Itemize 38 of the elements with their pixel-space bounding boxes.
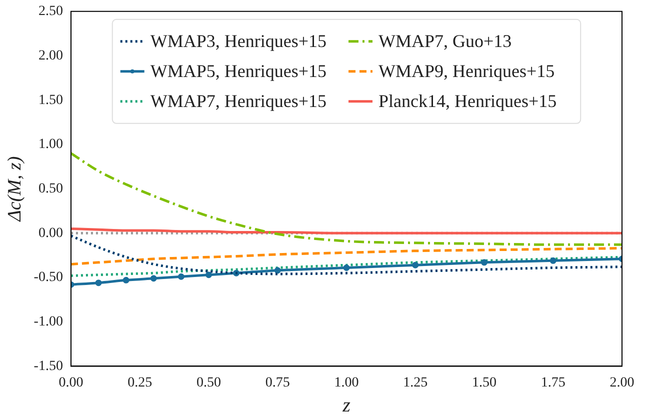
x-tick-label: 1.75 — [540, 375, 566, 390]
legend-label: WMAP9, Henriques+15 — [378, 61, 555, 82]
x-tick-label: 0.75 — [265, 375, 290, 390]
y-tick-label: 0.00 — [38, 226, 63, 241]
line-series — [70, 152, 622, 246]
legend-label: WMAP7, Henriques+15 — [150, 91, 326, 112]
x-tick-label: 1.00 — [334, 375, 359, 390]
point — [150, 275, 157, 282]
point — [480, 259, 488, 266]
line-series — [70, 246, 622, 266]
x-tick-label: 0.00 — [58, 375, 84, 390]
point — [274, 267, 281, 274]
x-tick-label: 1.25 — [403, 375, 428, 390]
legend-label: WMAP5, Henriques+15 — [150, 61, 326, 82]
x-axis-title: z — [342, 394, 351, 416]
point — [343, 264, 350, 271]
point — [122, 276, 130, 284]
y-tick-label: 1.00 — [38, 137, 63, 152]
x-tick-label: 0.25 — [128, 375, 152, 390]
y-tick-label: 2.50 — [38, 4, 63, 20]
x-tick-label: 0.50 — [196, 375, 221, 390]
y-tick-label: -1.50 — [34, 358, 63, 374]
point — [95, 280, 102, 286]
y-tick-label: 2.00 — [38, 48, 63, 64]
legend-label: WMAP3, Henriques+15 — [150, 31, 326, 52]
point — [205, 272, 212, 278]
point — [178, 273, 184, 280]
y-tick-label: -1.00 — [34, 314, 63, 330]
y-tick-label: 1.50 — [38, 92, 63, 108]
y-tick-label: -0.50 — [34, 270, 63, 286]
x-tick-label: 1.50 — [472, 375, 496, 390]
point — [550, 257, 556, 264]
y-axis-title: Δc(M, z) — [4, 156, 26, 222]
legend-label: WMAP7, Guo+13 — [378, 31, 512, 52]
point — [412, 262, 419, 268]
y-tick-label: 0.50 — [38, 181, 63, 196]
x-tick-label: 2.00 — [610, 375, 634, 390]
legend-label: Planck14, Henriques+15 — [378, 91, 557, 112]
